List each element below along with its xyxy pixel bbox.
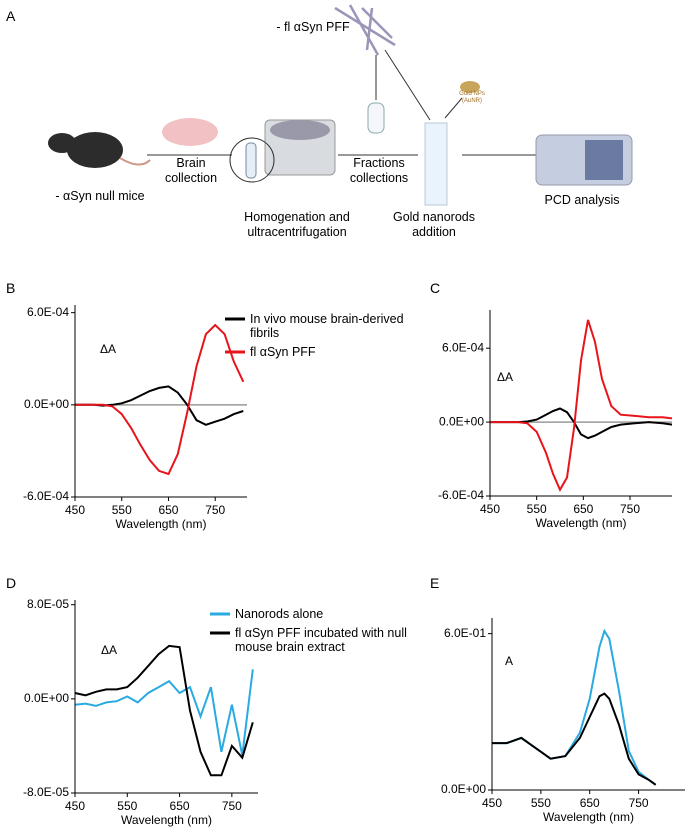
legend-label: fl αSyn PFF	[250, 345, 316, 359]
label: Fractions collections	[349, 156, 409, 185]
label: Gold nanorods addition	[392, 210, 475, 239]
arrow	[444, 97, 463, 119]
x-tick-label: 650	[170, 799, 190, 813]
x-tick-label: 650	[573, 502, 593, 516]
x-tick-label: 550	[117, 799, 137, 813]
x-tick-label: 550	[531, 796, 551, 810]
fibrils	[334, 4, 396, 56]
panel-letter: A	[6, 8, 16, 24]
y-tick-label: -8.0E-05	[23, 785, 69, 799]
label: Homogenation and ultracentrifugation	[244, 210, 350, 239]
tube	[245, 142, 257, 179]
data-line	[75, 323, 245, 476]
legend-label: In vivo mouse brain-derived fibrils	[250, 312, 404, 340]
x-tick-label: 450	[65, 503, 85, 517]
x-tick-label: 750	[222, 799, 242, 813]
data-line	[490, 319, 673, 493]
y-axis-label: A	[505, 654, 513, 668]
zoom	[229, 137, 275, 183]
mouse	[67, 132, 123, 168]
data-line	[490, 407, 673, 440]
mouse-tail	[119, 157, 151, 166]
y-axis-label: ΔA	[497, 370, 513, 384]
x-tick-label: 550	[527, 502, 547, 516]
y-tick-label: -6.0E-04	[438, 488, 484, 502]
x-axis-label: Wavelength (nm)	[116, 517, 207, 531]
x-tick-label: 750	[205, 503, 225, 517]
cuvette	[424, 122, 448, 206]
panel-letter: B	[6, 280, 16, 296]
y-axis-label: ΔA	[101, 643, 117, 657]
mouse-head	[48, 133, 76, 153]
rotor	[270, 120, 330, 140]
label: PCD analysis	[544, 193, 620, 207]
x-axis-label: Wavelength (nm)	[543, 810, 634, 824]
x-tick-label: 450	[482, 796, 502, 810]
tube	[367, 102, 385, 134]
label: Brain collection	[164, 156, 218, 185]
label: Gold NPs (AuNR)	[459, 91, 485, 104]
x-axis-label: Wavelength (nm)	[536, 516, 627, 530]
y-axis-label: ΔA	[100, 342, 116, 356]
x-tick-label: 650	[580, 796, 600, 810]
y-tick-label: -6.0E-04	[23, 489, 69, 503]
legend-label: Nanorods alone	[235, 607, 324, 621]
data-line	[74, 644, 254, 777]
schematic	[48, 4, 633, 206]
arrow	[384, 49, 431, 121]
y-tick-label: 6.0E-01	[444, 626, 486, 640]
data-line	[492, 692, 657, 786]
label: - fl αSyn PFF	[276, 20, 350, 34]
panel-letter: C	[430, 280, 441, 296]
data-line	[74, 669, 254, 756]
y-tick-label: 8.0E-05	[27, 597, 69, 611]
gold-np	[460, 81, 480, 93]
x-tick-label: 450	[480, 502, 500, 516]
panel-letter: E	[430, 575, 440, 591]
spectrometer-lid	[585, 140, 623, 180]
y-tick-label: 0.0E+00	[439, 414, 484, 428]
y-tick-label: 0.0E+00	[24, 691, 69, 705]
x-tick-label: 650	[158, 503, 178, 517]
brain	[162, 118, 218, 146]
legend-label: fl αSyn PFF incubated with null mouse br…	[235, 626, 407, 654]
x-axis-label: Wavelength (nm)	[121, 813, 212, 827]
x-tick-label: 750	[620, 502, 640, 516]
panel-letter: D	[6, 575, 17, 591]
x-tick-label: 450	[65, 799, 85, 813]
y-tick-label: 6.0E-04	[27, 305, 69, 319]
x-tick-label: 550	[112, 503, 132, 517]
x-tick-label: 750	[629, 796, 649, 810]
y-tick-label: 0.0E+00	[24, 397, 69, 411]
y-tick-label: 0.0E+00	[441, 782, 486, 796]
label: - αSyn null mice	[55, 189, 145, 203]
y-tick-label: 6.0E-04	[442, 340, 484, 354]
